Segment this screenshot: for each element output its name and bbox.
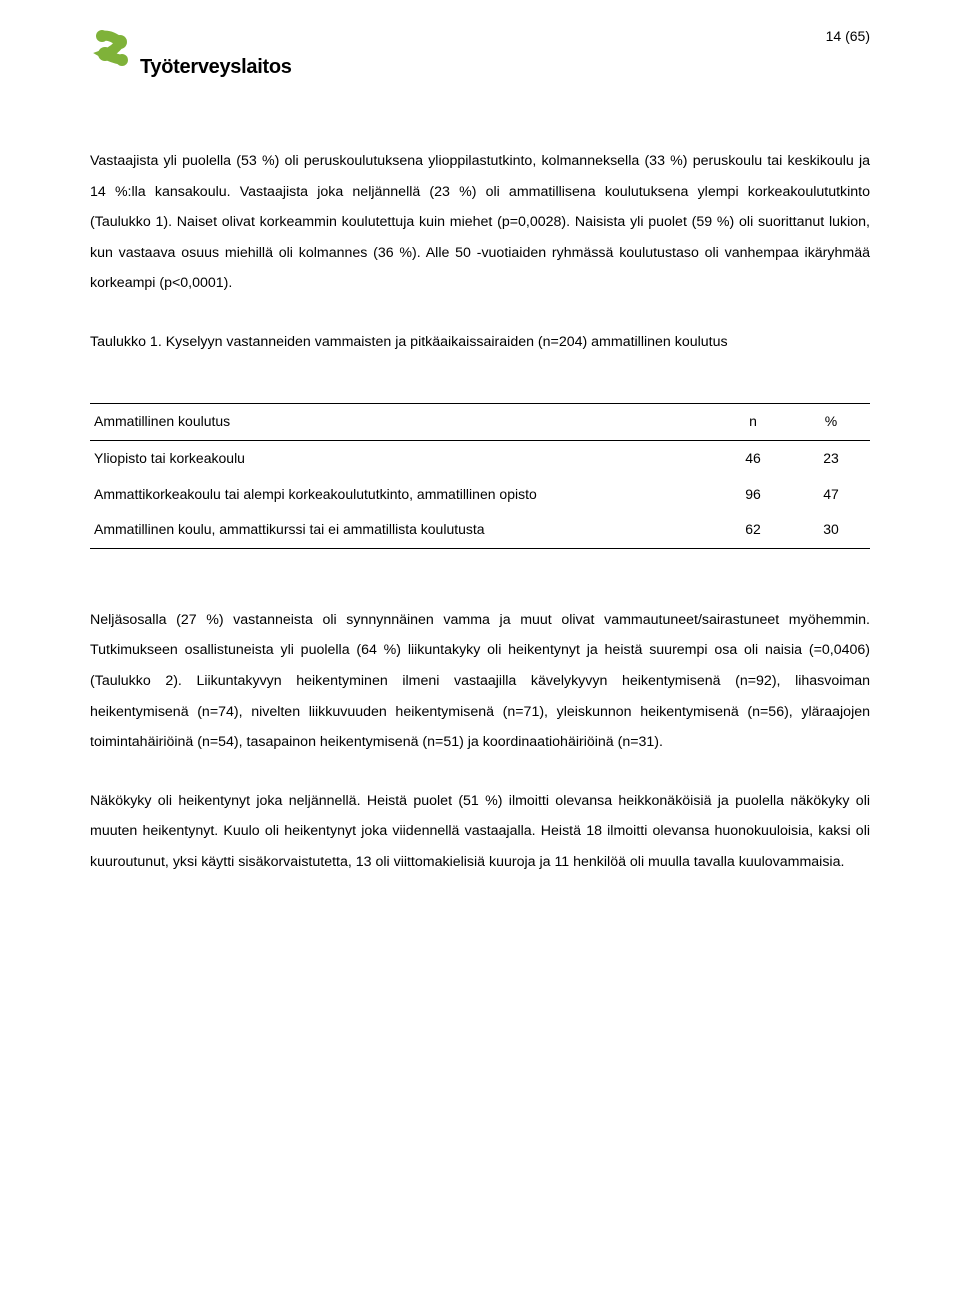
cell-label: Ammatillinen koulu, ammattikurssi tai ei… [90, 512, 714, 548]
col-pct: % [792, 404, 870, 441]
page: Työterveyslaitos 14 (65) Vastaajista yli… [0, 0, 960, 1310]
cell-pct: 30 [792, 512, 870, 548]
logo-icon [90, 28, 136, 86]
page-number: 14 (65) [826, 28, 870, 44]
table-ammatillinen-koulutus: Ammatillinen koulutus n % Yliopisto tai … [90, 403, 870, 549]
logo-text: Työterveyslaitos [140, 56, 292, 79]
page-header: Työterveyslaitos 14 (65) [90, 28, 870, 86]
cell-n: 46 [714, 440, 792, 476]
col-n: n [714, 404, 792, 441]
cell-pct: 23 [792, 440, 870, 476]
col-label: Ammatillinen koulutus [90, 404, 714, 441]
paragraph-3: Näkökyky oli heikentynyt joka neljännell… [90, 786, 870, 878]
table-caption: Taulukko 1. Kyselyyn vastanneiden vammai… [90, 327, 870, 358]
paragraph-1: Vastaajista yli puolella (53 %) oli peru… [90, 146, 870, 299]
cell-pct: 47 [792, 477, 870, 513]
cell-label: Ammattikorkeakoulu tai alempi korkeakoul… [90, 477, 714, 513]
table-row: Ammatillinen koulu, ammattikurssi tai ei… [90, 512, 870, 548]
table-row: Ammattikorkeakoulu tai alempi korkeakoul… [90, 477, 870, 513]
table-header-row: Ammatillinen koulutus n % [90, 404, 870, 441]
cell-n: 62 [714, 512, 792, 548]
table-row: Yliopisto tai korkeakoulu 46 23 [90, 440, 870, 476]
paragraph-2: Neljäsosalla (27 %) vastanneista oli syn… [90, 605, 870, 758]
cell-n: 96 [714, 477, 792, 513]
logo: Työterveyslaitos [90, 28, 292, 86]
cell-label: Yliopisto tai korkeakoulu [90, 440, 714, 476]
